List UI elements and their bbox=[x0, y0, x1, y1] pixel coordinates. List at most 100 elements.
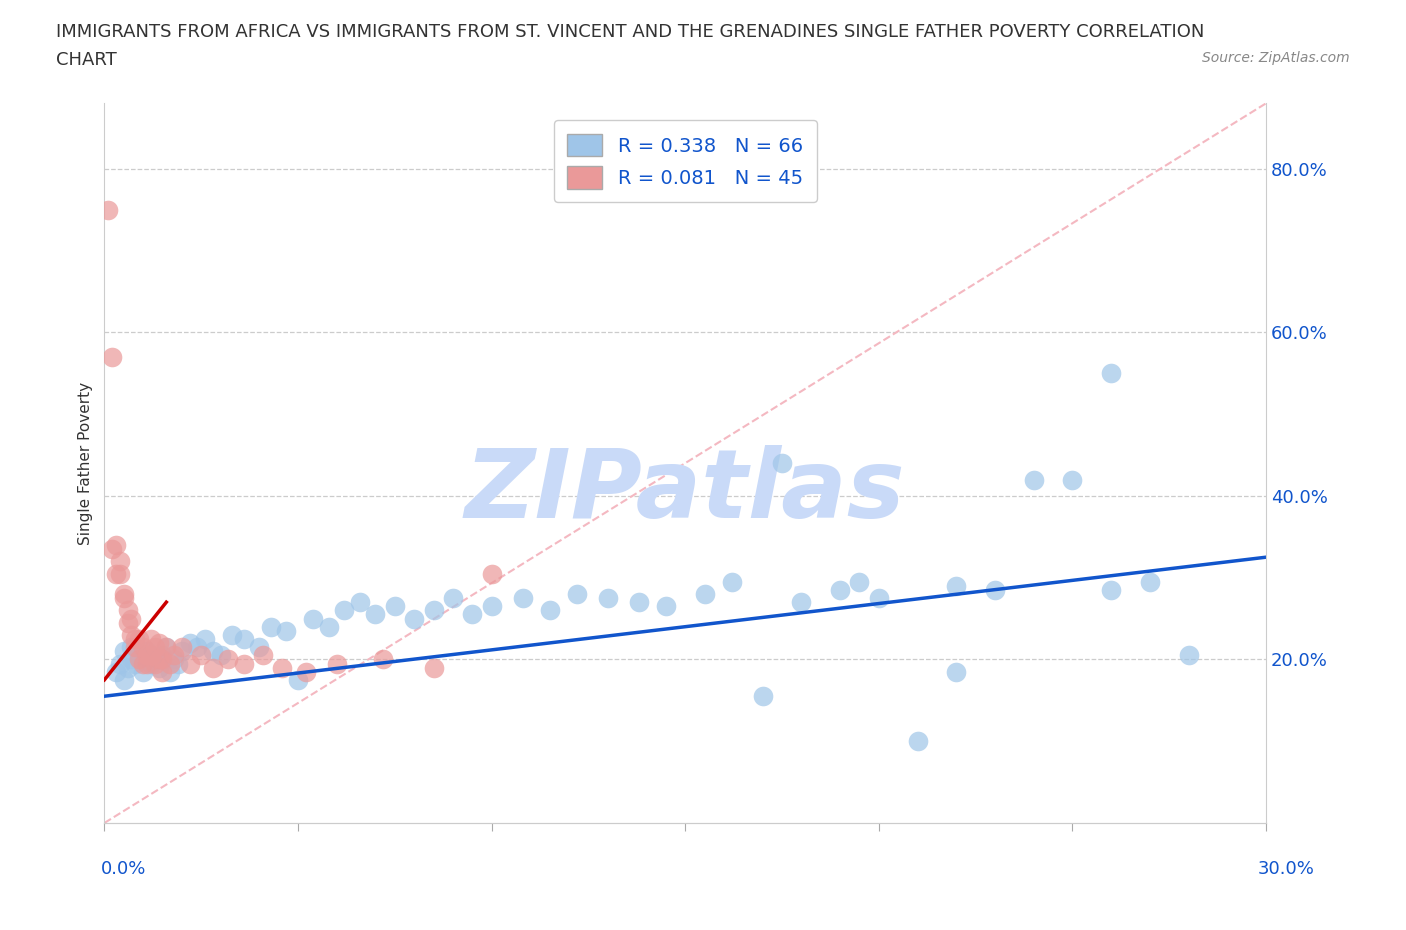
Point bbox=[117, 660, 139, 675]
Point bbox=[720, 575, 742, 590]
Point bbox=[422, 603, 444, 618]
Point bbox=[105, 664, 128, 679]
Point bbox=[481, 599, 503, 614]
Point bbox=[139, 631, 162, 646]
Point bbox=[186, 640, 208, 655]
Point bbox=[565, 587, 588, 602]
Point bbox=[294, 664, 316, 679]
Point bbox=[105, 538, 128, 552]
Point bbox=[404, 611, 426, 626]
Point bbox=[132, 640, 155, 655]
Point bbox=[152, 652, 174, 667]
Point bbox=[148, 635, 170, 650]
Point bbox=[159, 656, 181, 671]
Point bbox=[260, 619, 283, 634]
Point bbox=[1139, 575, 1161, 590]
Point bbox=[232, 656, 254, 671]
Point bbox=[108, 656, 131, 671]
Text: Source: ZipAtlas.com: Source: ZipAtlas.com bbox=[1202, 51, 1350, 65]
Point bbox=[124, 640, 146, 655]
Point bbox=[481, 566, 503, 581]
Point bbox=[252, 648, 274, 663]
Point bbox=[179, 656, 201, 671]
Point bbox=[770, 456, 793, 471]
Point bbox=[132, 664, 155, 679]
Point bbox=[170, 640, 193, 655]
Point bbox=[170, 644, 193, 658]
Text: CHART: CHART bbox=[56, 51, 117, 69]
Point bbox=[276, 623, 298, 638]
Point bbox=[155, 640, 177, 655]
Text: IMMIGRANTS FROM AFRICA VS IMMIGRANTS FROM ST. VINCENT AND THE GRENADINES SINGLE : IMMIGRANTS FROM AFRICA VS IMMIGRANTS FRO… bbox=[56, 23, 1205, 41]
Point bbox=[121, 628, 143, 643]
Point bbox=[1062, 472, 1084, 487]
Point bbox=[163, 652, 186, 667]
Point bbox=[121, 640, 143, 655]
Point bbox=[384, 599, 406, 614]
Point bbox=[627, 595, 650, 610]
Point bbox=[128, 648, 150, 663]
Point bbox=[461, 607, 484, 622]
Point bbox=[112, 672, 135, 687]
Point bbox=[287, 672, 309, 687]
Point bbox=[596, 591, 619, 605]
Point bbox=[136, 644, 159, 658]
Point bbox=[984, 582, 1007, 597]
Point bbox=[167, 656, 190, 671]
Point bbox=[945, 578, 967, 593]
Point bbox=[155, 640, 177, 655]
Point bbox=[117, 615, 139, 630]
Point bbox=[349, 595, 371, 610]
Text: 0.0%: 0.0% bbox=[101, 860, 146, 878]
Point bbox=[512, 591, 534, 605]
Point bbox=[112, 644, 135, 658]
Point bbox=[422, 660, 444, 675]
Point bbox=[247, 640, 270, 655]
Point bbox=[828, 582, 851, 597]
Point bbox=[364, 607, 387, 622]
Point bbox=[302, 611, 325, 626]
Text: ZIPatlas: ZIPatlas bbox=[465, 445, 905, 538]
Point bbox=[655, 599, 678, 614]
Point bbox=[201, 660, 224, 675]
Point bbox=[1022, 472, 1045, 487]
Point bbox=[159, 664, 181, 679]
Point bbox=[105, 566, 128, 581]
Point bbox=[132, 656, 155, 671]
Point bbox=[194, 631, 217, 646]
Point bbox=[152, 648, 174, 663]
Point bbox=[108, 554, 131, 569]
Point bbox=[209, 648, 232, 663]
Point bbox=[143, 652, 166, 667]
Point bbox=[751, 689, 773, 704]
Point bbox=[1177, 648, 1199, 663]
Point bbox=[538, 603, 561, 618]
Point bbox=[868, 591, 890, 605]
Point bbox=[373, 652, 395, 667]
Point bbox=[143, 656, 166, 671]
Point bbox=[945, 664, 967, 679]
Legend: R = 0.338   N = 66, R = 0.081   N = 45: R = 0.338 N = 66, R = 0.081 N = 45 bbox=[554, 120, 817, 202]
Point bbox=[790, 595, 813, 610]
Point bbox=[148, 652, 170, 667]
Point bbox=[117, 603, 139, 618]
Point bbox=[318, 619, 340, 634]
Point bbox=[271, 660, 294, 675]
Point bbox=[128, 631, 150, 646]
Point bbox=[217, 652, 239, 667]
Point bbox=[441, 591, 464, 605]
Point bbox=[848, 575, 870, 590]
Point bbox=[121, 652, 143, 667]
Point bbox=[97, 202, 120, 217]
Point bbox=[1099, 582, 1122, 597]
Point bbox=[143, 640, 166, 655]
Point bbox=[128, 652, 150, 667]
Point bbox=[124, 631, 146, 646]
Point bbox=[139, 648, 162, 663]
Point bbox=[136, 656, 159, 671]
Y-axis label: Single Father Poverty: Single Father Poverty bbox=[79, 381, 93, 545]
Point bbox=[112, 591, 135, 605]
Point bbox=[121, 611, 143, 626]
Point bbox=[232, 631, 254, 646]
Point bbox=[101, 350, 124, 365]
